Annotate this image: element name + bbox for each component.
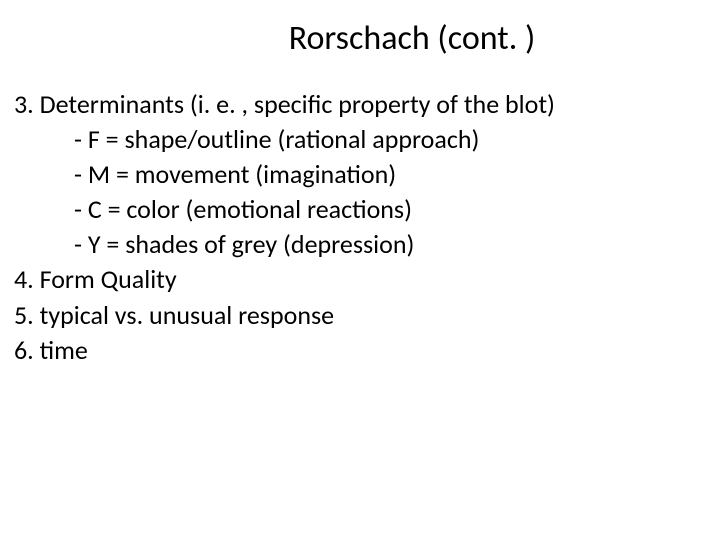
slide-container: Rorschach (cont. ) 3. Determinants (i. e… bbox=[0, 0, 720, 540]
list-item-5: 5. typical vs. unusual response bbox=[14, 298, 700, 333]
sub-item-y: - Y = shades of grey (depression) bbox=[14, 227, 700, 262]
slide-title: Rorschach (cont. ) bbox=[14, 18, 700, 59]
slide-body: 3. Determinants (i. e. , specific proper… bbox=[14, 87, 700, 368]
sub-item-f: - F = shape/outline (rational approach) bbox=[14, 122, 700, 157]
sub-item-m: - M = movement (imagination) bbox=[14, 157, 700, 192]
list-item-6: 6. time bbox=[14, 333, 700, 368]
list-item-3: 3. Determinants (i. e. , specific proper… bbox=[14, 87, 700, 122]
sub-item-c: - C = color (emotional reactions) bbox=[14, 192, 700, 227]
list-item-4: 4. Form Quality bbox=[14, 262, 700, 297]
